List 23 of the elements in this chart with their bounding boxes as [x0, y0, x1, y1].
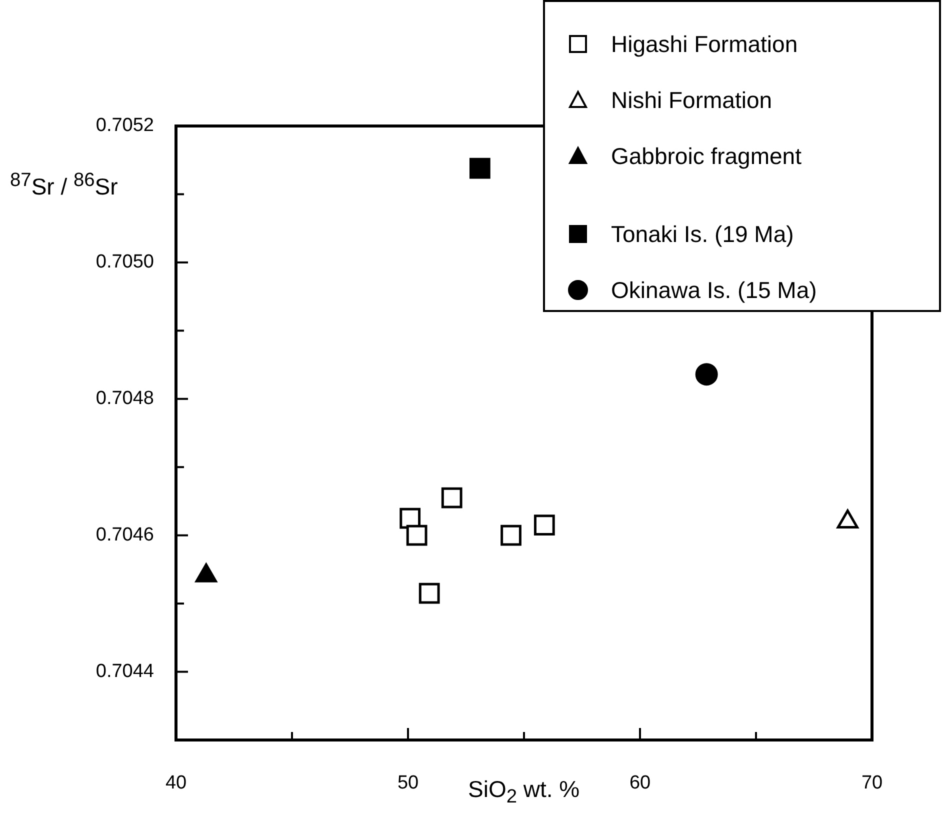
point	[500, 524, 522, 546]
legend-label: Okinawa Is. (15 Ma)	[611, 276, 817, 304]
point	[441, 487, 462, 508]
y-tick-label: 0.7044	[96, 661, 154, 682]
y-tick-label: 0.7046	[96, 524, 154, 546]
y-tick-label: 0.7048	[96, 388, 154, 410]
point	[534, 514, 555, 536]
legend-label: Higashi Formation	[611, 30, 798, 58]
x-tick-label: 40	[165, 772, 187, 794]
y-tick-label: 0.7052	[96, 115, 154, 136]
legend-label: Tonaki Is. (19 Ma)	[611, 220, 794, 248]
point	[695, 363, 718, 386]
y-axis-title: $^{87}$Sr / $^{86}$Sr	[10, 170, 118, 201]
legend-label: Nishi Formation	[611, 86, 772, 114]
x-tick-label: 60	[629, 772, 651, 794]
x-tick-label: 70	[861, 772, 883, 794]
x-axis-title: SiO$_{2}$ wt. %	[468, 776, 580, 809]
point	[469, 158, 490, 179]
x-tick-label: 50	[397, 772, 419, 794]
y-tick-label: 0.7050	[96, 252, 154, 273]
legend-label: Gabbroic fragment	[611, 142, 802, 170]
point	[406, 524, 428, 546]
point	[418, 582, 440, 604]
